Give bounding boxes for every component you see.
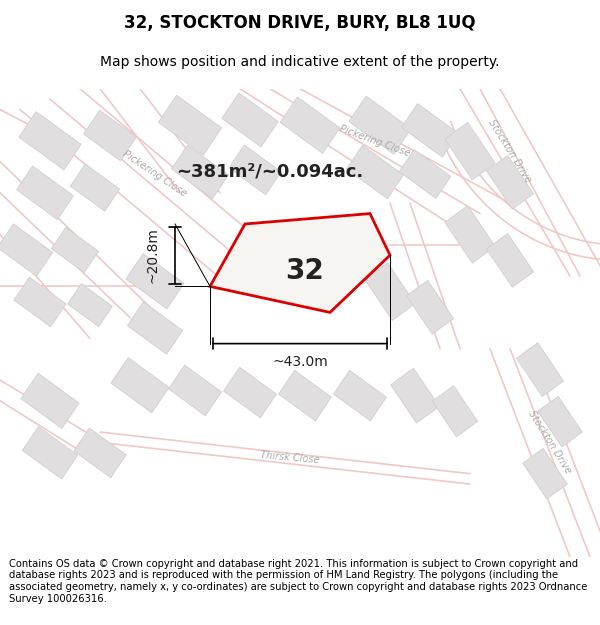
Polygon shape	[349, 96, 411, 154]
Polygon shape	[229, 145, 281, 195]
Text: Pickering Close: Pickering Close	[338, 123, 412, 158]
Polygon shape	[346, 145, 404, 199]
Text: ~43.0m: ~43.0m	[272, 356, 328, 369]
Text: 32: 32	[286, 257, 325, 285]
Polygon shape	[445, 122, 495, 180]
Polygon shape	[172, 145, 229, 199]
Polygon shape	[14, 277, 66, 327]
Polygon shape	[280, 97, 340, 154]
Polygon shape	[406, 280, 454, 334]
Polygon shape	[21, 373, 79, 429]
Polygon shape	[158, 95, 222, 155]
Text: ~20.8m: ~20.8m	[146, 228, 160, 283]
Text: Thirsk Close: Thirsk Close	[260, 451, 320, 466]
Polygon shape	[487, 234, 533, 288]
Polygon shape	[70, 164, 119, 211]
Polygon shape	[210, 214, 390, 312]
Polygon shape	[52, 228, 98, 272]
Polygon shape	[74, 428, 126, 478]
Polygon shape	[445, 206, 495, 263]
Text: Stockton Drive: Stockton Drive	[527, 409, 574, 476]
Polygon shape	[391, 368, 439, 423]
Polygon shape	[68, 284, 112, 327]
Polygon shape	[0, 224, 53, 276]
Polygon shape	[365, 262, 415, 321]
Polygon shape	[224, 367, 277, 418]
Text: Contains OS data © Crown copyright and database right 2021. This information is : Contains OS data © Crown copyright and d…	[9, 559, 587, 604]
Polygon shape	[487, 156, 533, 209]
Polygon shape	[169, 365, 221, 416]
Polygon shape	[222, 93, 278, 147]
Polygon shape	[399, 149, 451, 199]
Polygon shape	[538, 396, 582, 447]
Polygon shape	[523, 448, 567, 499]
Polygon shape	[126, 254, 184, 309]
Polygon shape	[16, 166, 74, 219]
Polygon shape	[401, 104, 458, 158]
Polygon shape	[433, 386, 478, 437]
Polygon shape	[278, 370, 331, 421]
Text: 32, STOCKTON DRIVE, BURY, BL8 1UQ: 32, STOCKTON DRIVE, BURY, BL8 1UQ	[124, 14, 476, 32]
Text: Pickering Close: Pickering Close	[121, 149, 188, 199]
Polygon shape	[19, 112, 81, 170]
Text: ~381m²/~0.094ac.: ~381m²/~0.094ac.	[176, 163, 364, 181]
Polygon shape	[517, 342, 563, 396]
Text: Map shows position and indicative extent of the property.: Map shows position and indicative extent…	[100, 55, 500, 69]
Polygon shape	[22, 427, 77, 479]
Text: Stockton Drive: Stockton Drive	[487, 118, 533, 184]
Polygon shape	[127, 302, 182, 354]
Polygon shape	[111, 357, 169, 413]
Polygon shape	[334, 370, 386, 421]
Polygon shape	[83, 110, 136, 161]
